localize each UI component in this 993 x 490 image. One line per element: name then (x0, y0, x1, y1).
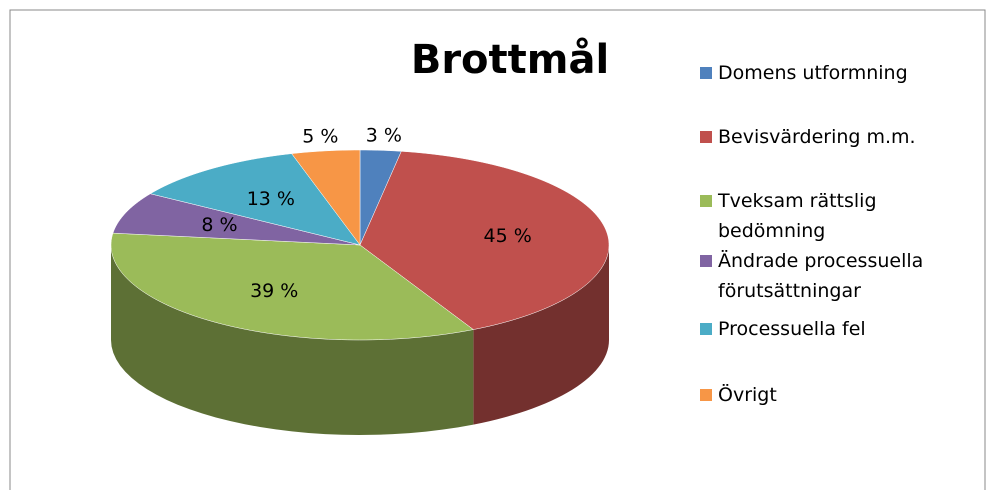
chart-title: Brottmål (411, 36, 609, 83)
legend-entry: Övrigt (700, 380, 970, 410)
legend-label: Tveksam rättslig bedömning (718, 190, 877, 242)
slice-side (111, 245, 474, 435)
legend-swatch (700, 195, 712, 207)
slice (359, 151, 610, 330)
legend-swatch (700, 67, 712, 79)
legend-entry: Tveksam rättslig bedömning (700, 186, 970, 246)
slice (149, 153, 361, 246)
legend-label: Bevisvärdering m.m. (718, 126, 916, 148)
data-label: 13 % (247, 188, 295, 210)
legend-swatch (700, 131, 712, 143)
legend-label: Övrigt (718, 384, 777, 406)
legend-swatch (700, 255, 712, 267)
data-label: 39 % (250, 280, 298, 302)
data-label: 8 % (201, 214, 237, 236)
slice (110, 232, 474, 341)
slice (291, 149, 361, 246)
data-label: 45 % (484, 225, 532, 247)
legend-entry: Bevisvärdering m.m. (700, 122, 970, 152)
chart-frame (9, 9, 986, 490)
legend-swatch (700, 389, 712, 401)
data-label: 5 % (302, 125, 338, 147)
legend-entry: Domens utformning (700, 58, 970, 88)
legend-label: Ändrade processuella förutsättningar (718, 250, 924, 302)
legend-label: Processuella fel (718, 318, 866, 340)
slice-side (473, 245, 609, 425)
legend-entry: Processuella fel (700, 314, 970, 344)
legend-entry: Ändrade processuella förutsättningar (700, 246, 970, 306)
legend-swatch (700, 323, 712, 335)
data-label: 3 % (366, 125, 402, 147)
slice (112, 193, 361, 246)
legend-label: Domens utformning (718, 62, 908, 84)
